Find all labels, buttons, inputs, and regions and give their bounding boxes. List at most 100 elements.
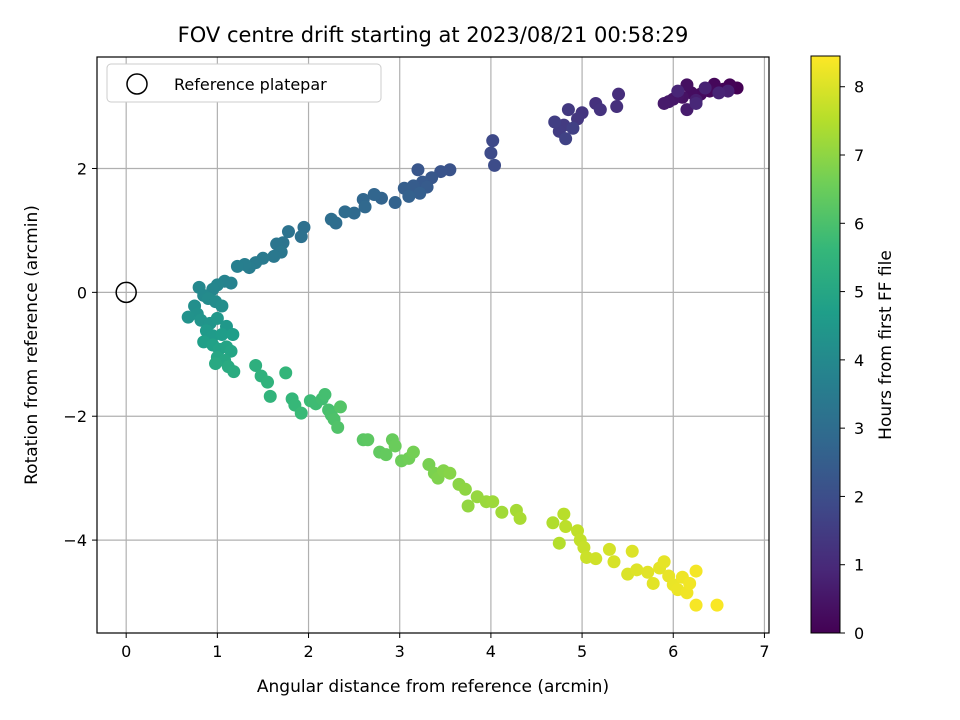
data-point: [379, 448, 393, 462]
data-point: [461, 499, 475, 513]
data-point: [646, 576, 660, 590]
y-tick-label: −4: [63, 531, 87, 550]
data-point: [413, 186, 427, 200]
grid-lines: [97, 57, 769, 633]
data-point: [215, 327, 229, 341]
colorbar-tick-label: 5: [854, 283, 864, 302]
data-point: [263, 389, 277, 403]
data-point: [593, 103, 607, 117]
legend: Reference platepar: [106, 63, 382, 103]
data-point: [338, 205, 352, 219]
data-point: [488, 158, 502, 172]
data-point: [566, 121, 580, 135]
colorbar-tick-label: 2: [854, 487, 864, 506]
legend-box: [106, 63, 382, 103]
data-point: [710, 598, 724, 612]
data-point: [683, 576, 697, 590]
colorbar: [810, 55, 841, 634]
colorbar-tick-label: 8: [854, 78, 864, 97]
data-point: [324, 212, 338, 226]
data-point: [689, 564, 703, 578]
colorbar-label: Hours from first FF file: [876, 250, 896, 440]
plot-frame: [96, 56, 770, 634]
data-point: [402, 189, 416, 203]
x-tick-label: 5: [577, 642, 587, 661]
y-tick-label: 2: [77, 159, 87, 178]
colorbar-tick-label: 6: [854, 214, 864, 233]
data-point: [495, 505, 509, 519]
data-point: [486, 134, 500, 148]
colorbar-tick-label: 7: [854, 146, 864, 165]
data-point: [443, 466, 457, 480]
colorbar-tick-label: 0: [854, 624, 864, 643]
data-point: [318, 388, 332, 402]
data-point: [630, 563, 644, 577]
data-point: [548, 115, 562, 129]
data-point: [215, 299, 229, 313]
data-point: [625, 544, 639, 558]
data-point: [294, 406, 308, 420]
chart-title: FOV centre drift starting at 2023/08/21 …: [178, 23, 689, 47]
data-point: [458, 482, 472, 496]
data-point: [671, 84, 685, 98]
x-axis-label: Angular distance from reference (arcmin): [257, 677, 609, 697]
data-point: [589, 552, 603, 566]
data-point: [406, 445, 420, 459]
data-point: [557, 507, 571, 521]
data-point: [226, 327, 240, 341]
data-point: [513, 511, 527, 525]
data-point: [602, 542, 616, 556]
data-point: [281, 225, 295, 239]
y-tick-label: −2: [63, 407, 87, 426]
data-point: [261, 375, 275, 389]
data-point: [680, 103, 694, 117]
legend-marker-icon: [126, 73, 148, 95]
x-tick-label: 1: [212, 642, 222, 661]
data-point: [712, 86, 726, 100]
data-point: [331, 420, 345, 434]
data-point: [230, 259, 244, 273]
x-tick-label: 0: [121, 642, 131, 661]
y-axis-label: Rotation from reference (arcmin): [22, 205, 42, 485]
data-point: [559, 132, 573, 146]
x-tick-label: 6: [668, 642, 678, 661]
colorbar-tick-label: 3: [854, 419, 864, 438]
data-point: [486, 495, 500, 509]
data-point: [612, 87, 626, 101]
x-tick-label: 7: [759, 642, 769, 661]
data-point: [227, 365, 241, 379]
data-point: [689, 598, 703, 612]
data-point: [209, 357, 223, 371]
data-point: [552, 536, 566, 550]
data-point: [411, 163, 425, 177]
data-point: [559, 519, 573, 533]
data-point: [267, 249, 281, 263]
data-point: [657, 96, 671, 110]
data-point: [434, 165, 448, 179]
y-tick-label: 0: [77, 283, 87, 302]
data-point: [388, 439, 402, 453]
colorbar-tick-label: 4: [854, 351, 864, 370]
data-point: [698, 81, 712, 95]
data-point: [367, 187, 381, 201]
colorbar-ticks: 0 1 2 3 4 5 6 7 8: [840, 78, 864, 643]
data-points: [181, 77, 744, 612]
reference-marker: [115, 281, 137, 304]
data-point: [680, 78, 694, 92]
data-point: [210, 311, 224, 325]
legend-label: Reference platepar: [174, 75, 327, 94]
data-point: [577, 541, 591, 555]
data-point: [249, 358, 263, 372]
data-point: [689, 96, 703, 110]
data-point: [641, 565, 655, 579]
data-point: [279, 366, 293, 380]
data-point: [657, 555, 671, 569]
colorbar-tick-label: 1: [854, 556, 864, 575]
y-axis-ticks: −4 −2 0 2: [63, 159, 97, 550]
data-point: [333, 400, 347, 414]
data-point: [294, 230, 308, 244]
data-point: [358, 200, 372, 214]
data-point: [610, 100, 624, 114]
data-point: [484, 146, 498, 160]
